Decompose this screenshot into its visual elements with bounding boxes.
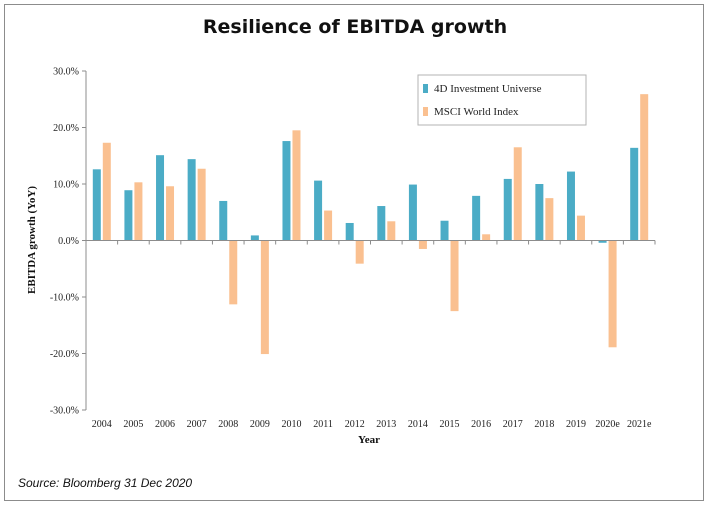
- x-tick-label: 2016: [471, 419, 491, 430]
- x-tick-label: 2007: [187, 419, 207, 430]
- bar-msci-2018: [545, 198, 554, 241]
- bar-msci-2020e: [608, 240, 617, 348]
- x-tick-label: 2011: [313, 419, 333, 430]
- bar-4d-2020e: [598, 240, 607, 243]
- bar-4d-2009: [250, 235, 259, 241]
- bar-4d-2013: [377, 206, 386, 241]
- bar-msci-2010: [292, 130, 301, 241]
- x-tick-label: 2019: [566, 419, 586, 430]
- bar-msci-2017: [513, 147, 522, 241]
- chart-title: Resilience of EBITDA growth: [202, 16, 508, 38]
- x-tick-label: 2013: [376, 419, 396, 430]
- bar-msci-2009: [260, 240, 269, 355]
- legend-swatch-msci-world-index: [423, 107, 428, 116]
- x-tick-label: 2020e: [595, 419, 620, 430]
- bar-4d-2016: [472, 195, 481, 241]
- y-axis-title: EBITDA growth (YoY): [26, 186, 38, 294]
- bar-4d-2012: [345, 222, 354, 241]
- x-tick-label: 2010: [281, 419, 301, 430]
- y-tick-label: 30.0%: [53, 67, 79, 78]
- bar-msci-2016: [482, 234, 491, 241]
- bar-msci-2007: [197, 168, 206, 241]
- y-tick-label: 20.0%: [53, 123, 79, 134]
- bar-msci-2015: [450, 240, 459, 312]
- x-axis-title: Year: [358, 434, 380, 446]
- bar-4d-2010: [282, 141, 291, 241]
- legend-swatch-4d-investment-universe: [423, 84, 428, 93]
- x-tick-label: 2012: [345, 419, 365, 430]
- legend-label-4d-investment-universe: 4D Investment Universe: [434, 83, 542, 95]
- bar-msci-2004: [102, 142, 111, 241]
- bar-msci-2008: [229, 240, 238, 305]
- y-tick-label: -10.0%: [50, 293, 79, 304]
- x-tick-label: 2018: [534, 419, 554, 430]
- x-tick-label: 2015: [440, 419, 460, 430]
- bar-4d-2007: [187, 159, 196, 241]
- bar-4d-2018: [535, 184, 544, 241]
- bar-msci-2006: [166, 186, 175, 241]
- bar-4d-2017: [503, 178, 512, 241]
- bar-4d-2004: [92, 169, 101, 241]
- bar-4d-2019: [566, 171, 575, 241]
- bar-4d-2015: [440, 220, 449, 241]
- x-tick-label: 2006: [155, 419, 175, 430]
- bar-msci-2012: [355, 240, 364, 264]
- x-tick-label: 2008: [218, 419, 238, 430]
- bar-msci-2013: [387, 221, 396, 241]
- bar-4d-2008: [219, 200, 228, 241]
- x-tick-label: 2009: [250, 419, 270, 430]
- legend: 4D Investment Universe MSCI World Index: [417, 74, 587, 126]
- x-tick-label: 2004: [92, 419, 112, 430]
- bar-msci-2021e: [640, 94, 649, 241]
- bar-msci-2011: [324, 210, 333, 241]
- legend-label-msci-world-index: MSCI World Index: [434, 106, 519, 118]
- x-tick-label: 2017: [503, 419, 523, 430]
- y-tick-label: 0.0%: [58, 236, 79, 247]
- bar-msci-2005: [134, 182, 143, 241]
- source-note: Source: Bloomberg 31 Dec 2020: [18, 476, 193, 490]
- bar-msci-2019: [576, 215, 585, 241]
- bar-4d-2021e: [630, 147, 639, 241]
- x-tick-label: 2021e: [627, 419, 652, 430]
- bar-4d-2005: [124, 190, 133, 241]
- y-tick-label: -20.0%: [50, 349, 79, 360]
- bar-msci-2014: [418, 240, 427, 249]
- y-tick-label: -30.0%: [50, 406, 79, 417]
- bar-4d-2006: [156, 155, 165, 241]
- y-tick-label: 10.0%: [53, 180, 79, 191]
- bar-4d-2011: [314, 180, 323, 241]
- bar-4d-2014: [408, 184, 417, 241]
- x-tick-label: 2014: [408, 419, 428, 430]
- x-tick-label: 2005: [123, 419, 143, 430]
- chart-frame: [4, 4, 704, 501]
